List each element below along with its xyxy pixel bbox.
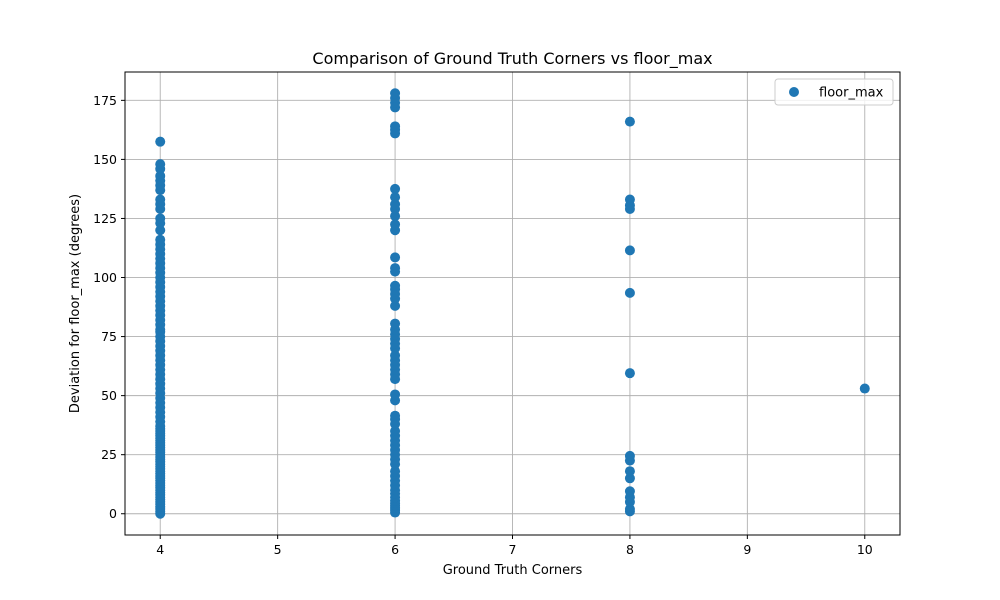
data-point — [155, 170, 166, 181]
x-tick-label: 5 — [274, 542, 282, 557]
data-point — [155, 136, 166, 147]
data-point — [390, 410, 401, 421]
x-axis-label: Ground Truth Corners — [443, 563, 583, 578]
data-point — [390, 466, 401, 477]
data-point — [624, 450, 635, 461]
data-point — [390, 192, 401, 203]
data-point — [155, 225, 166, 236]
x-tick-label: 6 — [391, 542, 399, 557]
data-point — [624, 368, 635, 379]
data-point — [390, 350, 401, 361]
data-points — [155, 88, 870, 519]
data-point — [624, 504, 635, 515]
data-point — [155, 234, 166, 245]
data-point — [155, 213, 166, 224]
data-point — [624, 116, 635, 127]
grid-lines — [125, 72, 900, 535]
data-point — [390, 211, 401, 222]
y-tick-label: 150 — [93, 152, 117, 167]
data-point — [624, 473, 635, 484]
chart-title: Comparison of Ground Truth Corners vs fl… — [312, 49, 712, 69]
data-point — [155, 194, 166, 205]
data-point — [624, 287, 635, 298]
data-point — [624, 486, 635, 497]
x-tick-label: 10 — [857, 542, 873, 557]
x-tick-label: 9 — [743, 542, 751, 557]
x-tick-label: 8 — [626, 542, 634, 557]
legend-entry-floor-max: floor_max — [819, 86, 884, 101]
legend-box — [774, 78, 894, 106]
data-point — [390, 199, 401, 210]
data-point — [390, 88, 401, 99]
legend: floor_max — [774, 78, 894, 106]
data-point — [390, 280, 401, 291]
x-tick-label: 4 — [156, 542, 164, 557]
data-point — [390, 263, 401, 274]
data-point — [624, 466, 635, 477]
y-tick-label: 175 — [93, 93, 117, 108]
data-point — [155, 159, 166, 170]
y-tick-label: 100 — [93, 270, 117, 285]
data-point — [390, 300, 401, 311]
y-tick-label: 25 — [101, 447, 117, 462]
y-tick-label: 125 — [93, 211, 117, 226]
data-point — [390, 121, 401, 132]
data-point — [624, 245, 635, 256]
data-point — [859, 383, 870, 394]
data-point — [390, 183, 401, 194]
data-point — [390, 389, 401, 400]
y-tick-label: 50 — [101, 388, 117, 403]
data-point — [390, 318, 401, 329]
y-tick-label: 75 — [101, 329, 117, 344]
y-axis-label: Deviation for floor_max (degrees) — [68, 194, 83, 413]
x-tick-label: 7 — [509, 542, 517, 557]
data-point — [624, 194, 635, 205]
legend-marker — [789, 87, 799, 97]
data-point — [390, 219, 401, 230]
data-point — [390, 426, 401, 437]
data-point — [390, 252, 401, 263]
y-tick-label: 0 — [109, 506, 117, 521]
